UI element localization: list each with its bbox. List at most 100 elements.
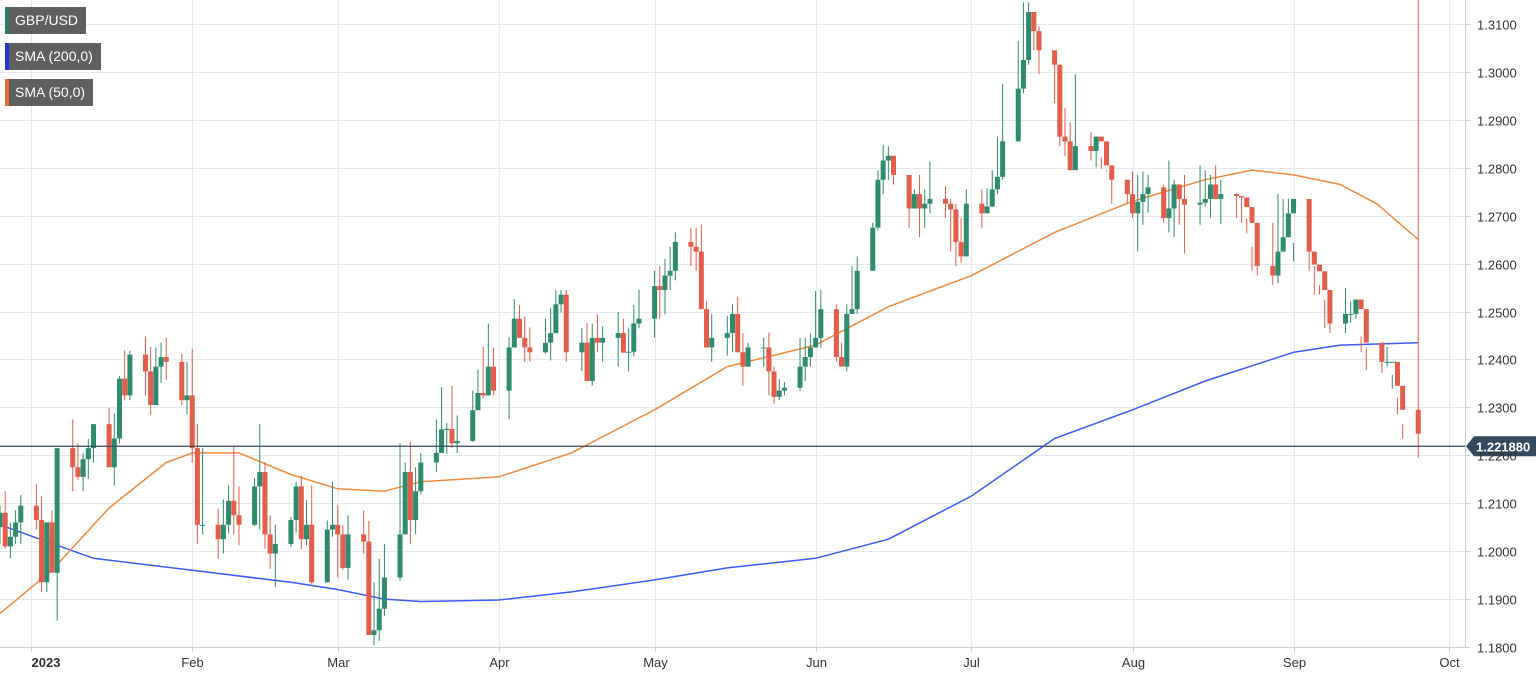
- candle-body: [236, 515, 242, 525]
- candle: [91, 424, 97, 463]
- candle: [1280, 198, 1286, 252]
- candle: [891, 155, 897, 185]
- candle: [636, 289, 642, 329]
- candle: [361, 510, 367, 554]
- candle: [584, 323, 590, 382]
- candle-body: [444, 428, 450, 430]
- candle-body: [1020, 59, 1026, 89]
- candle: [979, 189, 985, 228]
- y-tick-label: 1.2600: [1477, 258, 1517, 273]
- candle-body: [891, 155, 897, 175]
- legend-sma200-label: SMA (200,0): [9, 43, 101, 70]
- x-tick-label: 2023: [32, 655, 61, 670]
- candle: [1239, 196, 1245, 223]
- candle-body: [600, 337, 606, 343]
- candle: [1244, 197, 1250, 234]
- candle-body: [1104, 141, 1110, 166]
- candle-body: [1306, 198, 1312, 252]
- candle: [745, 342, 751, 367]
- candle: [158, 342, 164, 383]
- candle: [818, 289, 824, 348]
- candle: [698, 224, 704, 310]
- candle: [480, 346, 486, 399]
- candle-body: [1161, 187, 1167, 219]
- candle-body: [979, 203, 985, 214]
- candle: [579, 328, 585, 371]
- candle: [231, 446, 237, 535]
- candle: [1130, 171, 1136, 219]
- candle-body: [33, 505, 39, 520]
- candle-body: [1171, 184, 1177, 209]
- candles-layer: [0, 0, 1421, 646]
- candle-body: [44, 522, 50, 583]
- candle-body: [1343, 313, 1349, 324]
- candle: [1322, 271, 1328, 329]
- candle-body: [1244, 197, 1250, 208]
- candle: [1062, 107, 1068, 156]
- candle-body: [958, 242, 964, 257]
- candle: [1249, 207, 1255, 271]
- candle: [1109, 165, 1115, 204]
- legend-symbol-swatch: [5, 7, 9, 34]
- candle-body: [620, 333, 626, 353]
- y-axis-labels: 1.1800 1.1900 1.2000 1.2100 1.2200 1.2300 1.24…: [1465, 18, 1517, 656]
- candle: [1400, 385, 1406, 439]
- sma-200-layer: [0, 341, 1419, 603]
- candle: [163, 337, 169, 381]
- candle-body: [652, 286, 658, 319]
- candle: [522, 316, 528, 362]
- candle: [142, 336, 148, 396]
- candle-body: [329, 524, 335, 530]
- candle-body: [1327, 289, 1333, 324]
- candle-body: [917, 194, 923, 209]
- candle-body: [589, 337, 595, 382]
- candle-body: [361, 534, 367, 542]
- candle: [470, 390, 476, 442]
- candle-body: [1348, 313, 1354, 315]
- candle: [215, 508, 221, 559]
- candle-body: [122, 378, 128, 396]
- legend-sma50-label: SMA (50,0): [9, 79, 94, 106]
- candle-body: [376, 608, 382, 631]
- candle: [1072, 74, 1078, 171]
- candle-body: [485, 366, 491, 396]
- candle: [989, 170, 995, 208]
- candle: [298, 475, 304, 550]
- candle-body: [740, 352, 746, 367]
- candle-body: [506, 347, 512, 391]
- candle-body: [1026, 11, 1032, 60]
- candle: [620, 318, 626, 353]
- candle: [761, 337, 767, 367]
- candle-body: [39, 519, 45, 583]
- candle: [267, 515, 273, 569]
- candle: [709, 313, 715, 362]
- candle-body: [340, 534, 346, 568]
- candle-body: [1130, 194, 1136, 214]
- candle-body: [298, 486, 304, 540]
- candle: [2, 491, 8, 549]
- candle-body: [402, 472, 408, 535]
- candle: [1057, 64, 1063, 147]
- candle-body: [49, 522, 55, 573]
- candle-body: [91, 424, 97, 449]
- candle: [517, 305, 523, 338]
- candle: [1363, 309, 1369, 370]
- candle-body: [1394, 361, 1400, 386]
- candle: [272, 524, 278, 588]
- candle: [1031, 11, 1037, 51]
- candle-body: [626, 351, 632, 353]
- candle: [39, 496, 45, 592]
- candle-body: [215, 524, 221, 540]
- candle-body: [1197, 202, 1203, 205]
- candle: [1291, 198, 1297, 262]
- y-tick-label: 1.2500: [1477, 306, 1517, 321]
- candle: [1088, 131, 1094, 161]
- candle: [304, 500, 310, 546]
- candle-body: [724, 333, 730, 338]
- candle: [839, 342, 845, 367]
- candle-body: [262, 472, 268, 535]
- candle: [652, 270, 658, 338]
- candle-body: [1140, 194, 1146, 202]
- candle: [1015, 40, 1021, 142]
